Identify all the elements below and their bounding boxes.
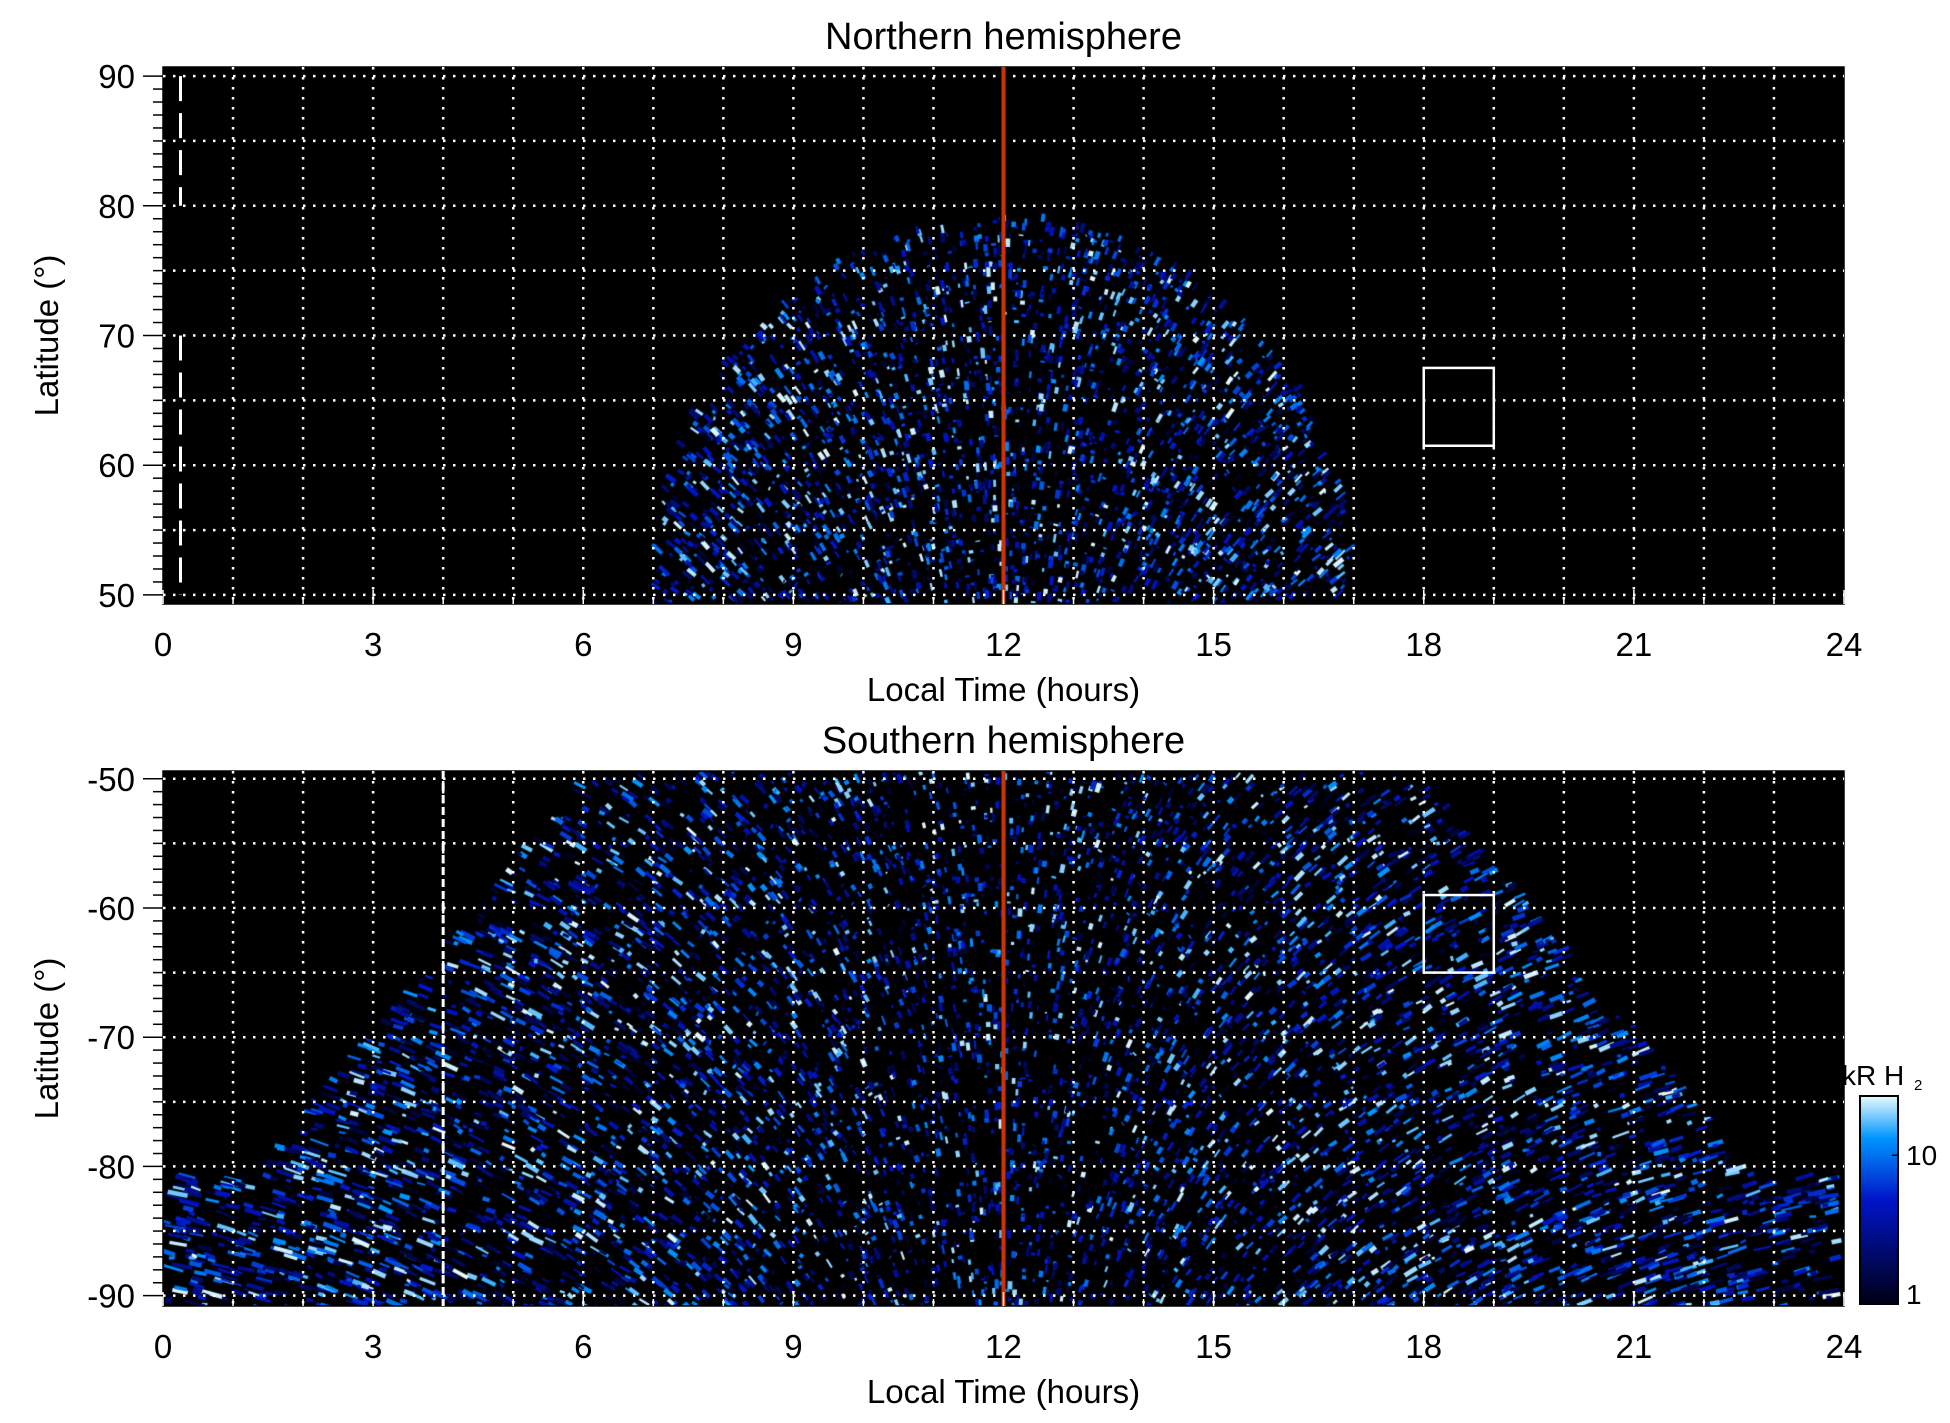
south-xtick-label: 12: [985, 1328, 1022, 1365]
south-title: Southern hemisphere: [822, 720, 1185, 762]
south-xtick-label: 6: [574, 1328, 592, 1365]
north-ytick-label: 70: [98, 318, 135, 355]
south-ytick-label: -70: [87, 1019, 135, 1056]
south-region-box: [1422, 893, 1496, 974]
north-xtick-label: 3: [364, 626, 382, 663]
north-xtick-label: 18: [1405, 626, 1442, 663]
south-ytick-label: -50: [87, 761, 135, 798]
south-xtick-label: 3: [364, 1328, 382, 1365]
north-region-box: [1422, 366, 1496, 448]
north-xtick-label: 15: [1195, 626, 1232, 663]
north-xtick-label: 0: [154, 626, 172, 663]
south-xtick-label: 24: [1826, 1328, 1863, 1365]
south-xtick-label: 0: [154, 1328, 172, 1365]
north-title: Northern hemisphere: [825, 16, 1182, 58]
south-xtick-label: 15: [1195, 1328, 1232, 1365]
north-xtick-label: 9: [784, 626, 802, 663]
north-xtick-label: 6: [574, 626, 592, 663]
south-xtick-label: 21: [1616, 1328, 1653, 1365]
colorbar-tick-label: 1: [1906, 1279, 1922, 1310]
north-xtick-label: 12: [985, 626, 1022, 663]
colorbar-frame: [1859, 1095, 1899, 1305]
colorbar-label-subscript: 2: [1914, 1077, 1922, 1094]
north-xlabel: Local Time (hours): [867, 671, 1140, 708]
north-ytick-label: 50: [98, 577, 135, 614]
south-ylabel: Latitude (°): [28, 958, 65, 1120]
south-xlabel: Local Time (hours): [867, 1373, 1140, 1410]
south-ytick-label: -90: [87, 1278, 135, 1315]
south-xtick-label: 18: [1405, 1328, 1442, 1365]
south-ytick-label: -60: [87, 890, 135, 927]
north-xtick-label: 21: [1616, 626, 1653, 663]
north-ylabel: Latitude (°): [28, 255, 65, 417]
north-ytick-label: 60: [98, 447, 135, 484]
south-xtick-label: 9: [784, 1328, 802, 1365]
north-ytick-label: 80: [98, 188, 135, 225]
south-ytick-label: -80: [87, 1148, 135, 1185]
colorbar-tick-label: 10: [1906, 1140, 1937, 1171]
north-ytick-label: 90: [98, 58, 135, 95]
north-xtick-label: 24: [1826, 626, 1863, 663]
colorbar-label: kR H: [1842, 1060, 1904, 1091]
colorbar-gradient: [1860, 1096, 1898, 1304]
